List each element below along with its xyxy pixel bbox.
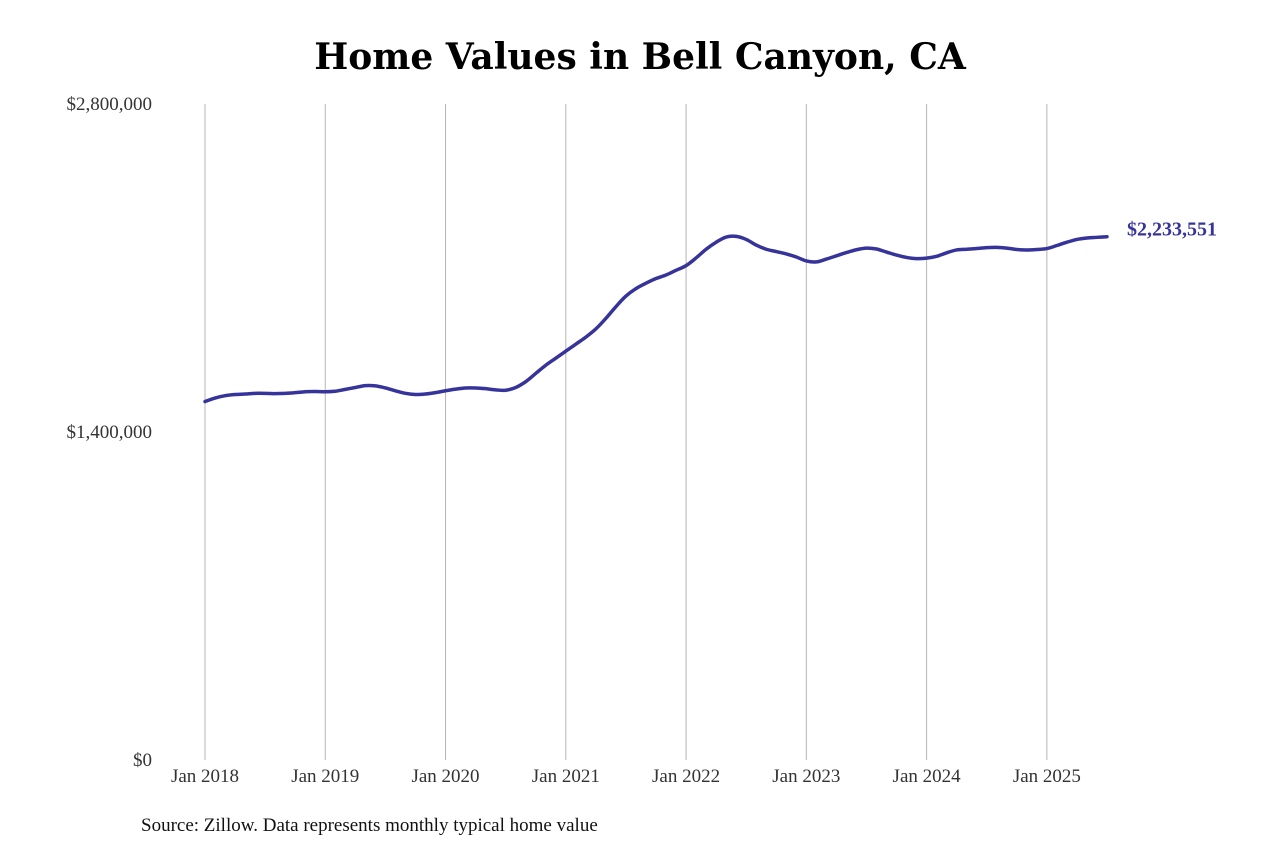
y-tick-label: $0 [133, 750, 152, 771]
x-tick-label: Jan 2020 [411, 766, 479, 787]
gridlines [204, 104, 1048, 760]
y-tick-label: $2,800,000 [67, 94, 153, 115]
x-tick-label: Jan 2022 [652, 766, 720, 787]
x-tick-label: Jan 2024 [893, 766, 962, 787]
x-tick-label: Jan 2023 [772, 766, 840, 787]
source-note: Source: Zillow. Data represents monthly … [141, 815, 598, 836]
chart-title: Home Values in Bell Canyon, CA [314, 36, 966, 78]
x-tick-label: Jan 2019 [291, 766, 359, 787]
series-line-home-value [203, 234, 1109, 404]
end-value-label: $2,233,551 [1127, 219, 1217, 241]
y-tick-label: $1,400,000 [67, 422, 153, 443]
x-tick-label: Jan 2021 [532, 766, 600, 787]
x-tick-label: Jan 2025 [1013, 766, 1081, 787]
series-layer [203, 234, 1109, 404]
x-tick-label: Jan 2018 [171, 766, 239, 787]
y-axis-labels: $0 $1,400,000 $2,800,000 [67, 94, 153, 771]
x-axis-labels: Jan 2018 Jan 2019 Jan 2020 Jan 2021 Jan 2022… [171, 766, 1081, 787]
